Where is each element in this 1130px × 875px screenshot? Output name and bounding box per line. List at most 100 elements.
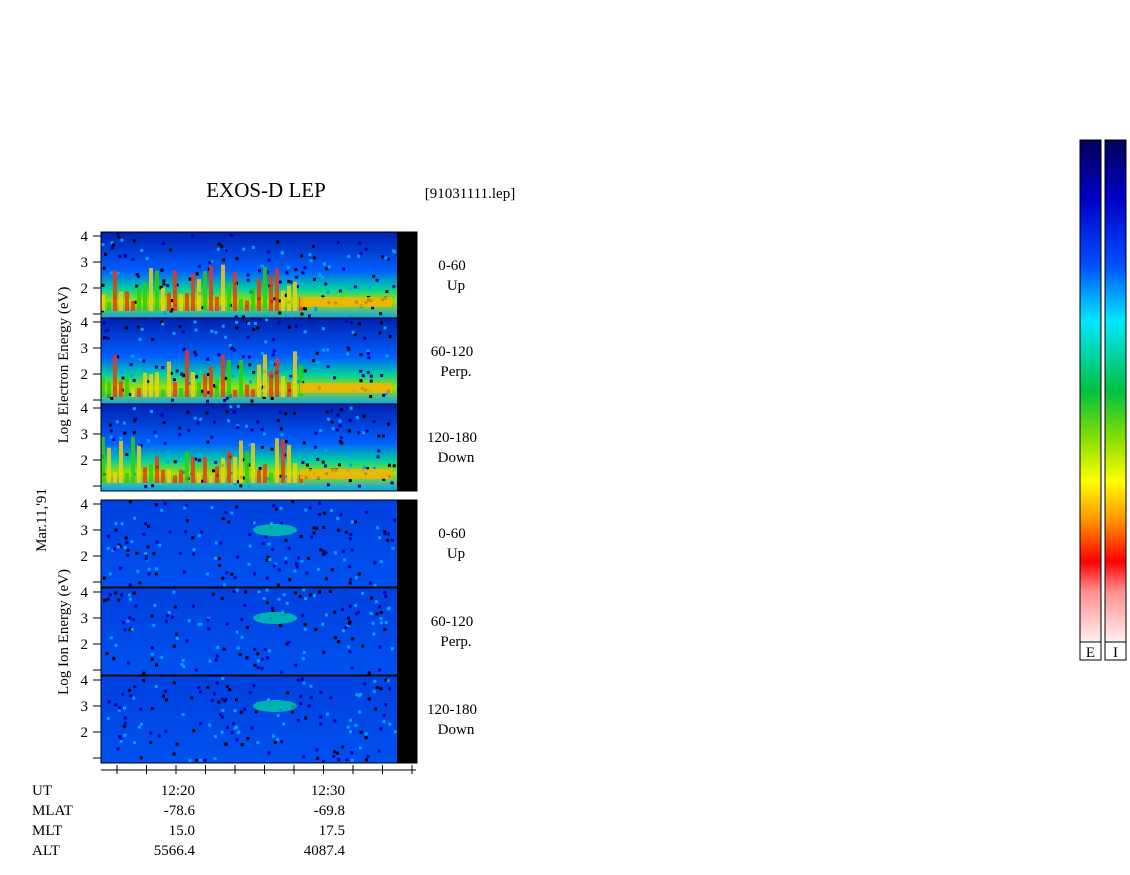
y-tick-label: 3 (81, 699, 89, 715)
burst (287, 382, 291, 397)
speckle (114, 643, 118, 647)
speckle (256, 326, 260, 330)
speckle (120, 593, 124, 597)
speckle (358, 241, 362, 245)
speckle (221, 576, 225, 580)
speckle (369, 374, 373, 378)
burst (125, 291, 129, 311)
speckle (248, 363, 252, 367)
speckle (265, 588, 269, 592)
row-value: 4087.4 (304, 843, 346, 859)
burst (209, 265, 213, 311)
speckle (354, 576, 358, 580)
speckle (199, 417, 203, 421)
direction-label: Up (447, 278, 465, 294)
speckle (392, 464, 396, 468)
speckle (240, 743, 244, 747)
speckle (325, 410, 329, 414)
speckle (123, 733, 127, 737)
speckle (247, 355, 251, 359)
y-tick-label: 2 (81, 281, 89, 297)
row-label: MLT (32, 823, 62, 839)
speckle (312, 359, 316, 363)
speckle (372, 420, 376, 424)
speckle (145, 257, 149, 261)
speckle (331, 427, 335, 431)
speckle (187, 428, 191, 432)
speckle (300, 254, 304, 258)
speckle (289, 280, 293, 284)
speckle (262, 432, 266, 436)
speckle (214, 556, 218, 560)
speckle (227, 520, 231, 524)
burst (221, 354, 225, 397)
speckle (326, 348, 330, 352)
speckle (184, 530, 188, 534)
speckle (325, 267, 329, 271)
speckle (162, 241, 166, 245)
speckle (279, 427, 283, 431)
speckle (383, 627, 387, 631)
speckle (373, 583, 377, 587)
speckle (359, 379, 363, 383)
speckle (279, 670, 283, 674)
speckle (205, 411, 209, 415)
speckle (350, 751, 354, 755)
speckle (279, 280, 283, 284)
spectrogram (101, 500, 397, 587)
burst (155, 270, 159, 311)
burst (215, 296, 219, 311)
angle-label: 120-180 (427, 702, 477, 718)
speckle (109, 271, 113, 275)
speckle (345, 758, 349, 762)
speckle (348, 650, 352, 654)
speckle (390, 647, 394, 651)
speckle (144, 552, 148, 556)
speckle (392, 285, 396, 289)
spectrogram (101, 588, 397, 675)
speckle (197, 264, 201, 268)
speckle (293, 569, 297, 573)
direction-label: Perp. (440, 634, 471, 650)
burst (197, 473, 201, 483)
spectrogram (101, 676, 397, 763)
burst (113, 472, 117, 483)
speckle (220, 697, 224, 701)
speckle (135, 551, 139, 555)
burst (227, 283, 231, 311)
speckle (142, 532, 146, 536)
burst (227, 451, 231, 483)
speckle (167, 610, 171, 614)
speckle (336, 516, 340, 520)
speckle (256, 666, 260, 670)
speckle (309, 696, 313, 700)
speckle (142, 671, 146, 675)
speckle (349, 463, 353, 467)
y-tick-label: 4 (81, 497, 89, 513)
burst (251, 287, 255, 311)
speckle (181, 713, 185, 717)
speckle (191, 604, 195, 608)
speckle (347, 429, 351, 433)
speckle (303, 597, 307, 601)
speckle (356, 254, 360, 258)
speckle (101, 283, 105, 287)
speckle (348, 565, 352, 569)
speckle (126, 553, 130, 557)
speckle (273, 562, 277, 566)
speckle (147, 439, 151, 443)
speckle (322, 552, 326, 556)
speckle (278, 624, 282, 628)
burst (185, 350, 189, 397)
speckle (197, 458, 201, 462)
speckle (162, 421, 166, 425)
speckle (182, 664, 186, 668)
speckle (173, 605, 177, 609)
speckle (291, 500, 295, 504)
speckle (271, 609, 275, 613)
speckle (302, 650, 306, 654)
burst (251, 389, 255, 397)
speckle (197, 534, 201, 538)
burst (281, 290, 285, 311)
row-value: 12:30 (311, 783, 345, 799)
